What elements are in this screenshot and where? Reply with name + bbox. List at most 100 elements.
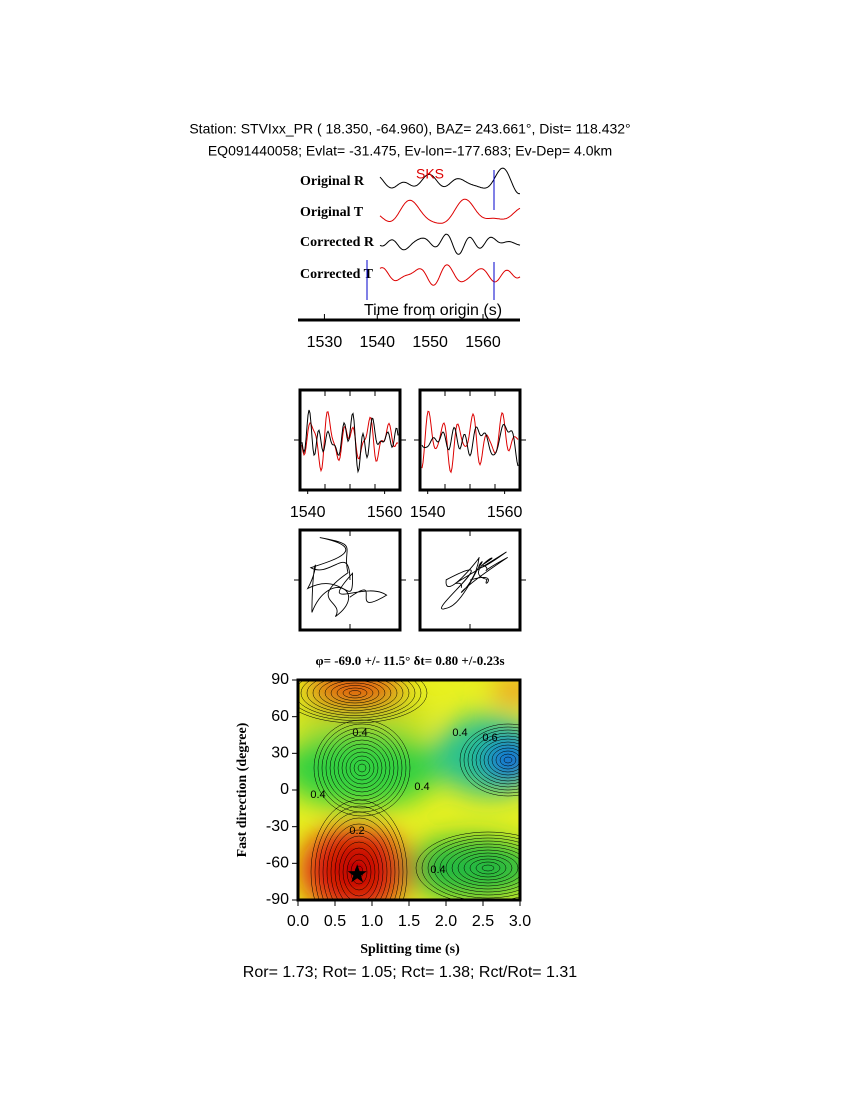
x-tick-label: 2.5 xyxy=(472,913,494,930)
y-tick-label: 90 xyxy=(271,671,289,688)
contour-line xyxy=(298,680,416,719)
contour-line xyxy=(330,829,388,900)
contour-line xyxy=(325,731,399,805)
x-tick-label: 2.0 xyxy=(435,913,457,930)
x-tick-label: 0.5 xyxy=(324,913,346,930)
contour-line xyxy=(317,723,407,813)
x-axis-label: Splitting time (s) xyxy=(360,942,460,957)
contour-line xyxy=(503,756,513,764)
contour-line xyxy=(491,747,520,773)
contour-line xyxy=(329,735,395,801)
contour-line xyxy=(298,680,422,721)
contour-line xyxy=(298,680,428,724)
contour-line xyxy=(330,682,380,704)
x-tick-label: 1540 xyxy=(410,504,446,521)
waveform xyxy=(379,167,521,195)
contour-line xyxy=(433,840,520,896)
y-axis-label: Fast direction (degree) xyxy=(235,722,250,857)
contour-line xyxy=(463,855,513,881)
waveform xyxy=(379,198,521,224)
contour-line xyxy=(459,723,520,797)
contour-line xyxy=(318,680,392,709)
contour-line xyxy=(421,834,520,900)
y-tick-label: 60 xyxy=(271,708,289,725)
contour-line xyxy=(439,843,520,893)
panel-frame xyxy=(418,388,522,492)
contour-line xyxy=(463,726,520,794)
contour-line xyxy=(348,690,362,696)
x-tick-label: 1540 xyxy=(359,334,395,351)
trace-label: Corrected R xyxy=(300,235,375,250)
contour-line xyxy=(469,858,507,878)
particle-motion xyxy=(306,537,388,617)
contour-line xyxy=(487,744,520,776)
contour-line xyxy=(483,741,520,779)
x-tick-label: 1530 xyxy=(307,334,343,351)
contour-line xyxy=(353,759,371,777)
waveform xyxy=(301,409,399,474)
contour-line xyxy=(313,719,411,817)
particle-motion xyxy=(441,551,508,610)
waveform xyxy=(379,264,521,286)
waveform xyxy=(421,423,519,467)
contour-line xyxy=(479,738,520,782)
contour-label: 0.6 xyxy=(482,732,497,744)
contour-line xyxy=(471,732,520,788)
contour-label: 0.4 xyxy=(430,864,445,876)
misfit-field xyxy=(298,680,520,900)
contour-label: 0.4 xyxy=(352,727,367,739)
x-tick-label: 3.0 xyxy=(509,913,531,930)
contour-line xyxy=(499,753,517,767)
y-tick-label: -30 xyxy=(266,818,289,835)
contour-line xyxy=(357,763,367,773)
contour-line xyxy=(334,835,384,900)
y-tick-label: -90 xyxy=(266,891,289,908)
contour-line xyxy=(349,755,375,781)
contour-line xyxy=(445,846,520,890)
trace-label: Original T xyxy=(300,205,364,220)
contour-line xyxy=(336,685,374,701)
x-tick-label: 0.0 xyxy=(287,913,309,930)
x-tick-label: 1560 xyxy=(465,334,501,351)
contour-line xyxy=(342,847,376,897)
contour-line xyxy=(300,680,410,716)
phase-label: SKS xyxy=(416,166,444,182)
footer: Ror= 1.73; Rot= 1.05; Rct= 1.38; Rct/Rot… xyxy=(243,964,578,981)
contour-line xyxy=(321,727,403,809)
contour-label: 0.4 xyxy=(310,789,325,801)
y-tick-label: 0 xyxy=(280,781,289,798)
contour-label: 0.4 xyxy=(452,727,467,739)
contour-line xyxy=(475,735,520,785)
field-blob xyxy=(495,680,520,702)
x-tick-label: 1550 xyxy=(412,334,448,351)
contour-line xyxy=(467,729,520,791)
header-line: Station: STVIxx_PR ( 18.350, -64.960), B… xyxy=(189,121,630,137)
best-fit-star xyxy=(347,864,367,883)
contour-line xyxy=(345,751,379,785)
waveform xyxy=(421,410,519,474)
contour-line xyxy=(346,853,372,891)
contour-line xyxy=(475,861,501,875)
field-blob xyxy=(305,680,405,708)
contour-line xyxy=(338,841,380,900)
field-blob xyxy=(485,740,520,780)
contour-label: 0.2 xyxy=(349,825,364,837)
contour-line xyxy=(427,837,520,899)
contour-line xyxy=(312,680,398,711)
plot-title: φ= -69.0 +/- 11.5° δt= 0.80 +/-0.23s xyxy=(315,653,504,668)
x-tick-label: 1560 xyxy=(367,504,403,521)
header-line: EQ091440058; Evlat= -31.475, Ev-lon=-177… xyxy=(208,143,612,159)
contour-line xyxy=(481,864,495,872)
contour-line xyxy=(451,849,520,887)
waveform xyxy=(301,411,399,473)
x-tick-label: 1.5 xyxy=(398,913,420,930)
trace-label: Original R xyxy=(300,174,365,189)
x-tick-label: 1.0 xyxy=(361,913,383,930)
contour-line xyxy=(314,805,404,900)
y-tick-label: -60 xyxy=(266,855,289,872)
contour-line xyxy=(322,817,396,900)
contour-line xyxy=(415,831,520,900)
field-blob xyxy=(298,728,440,808)
contour-line xyxy=(342,687,368,699)
